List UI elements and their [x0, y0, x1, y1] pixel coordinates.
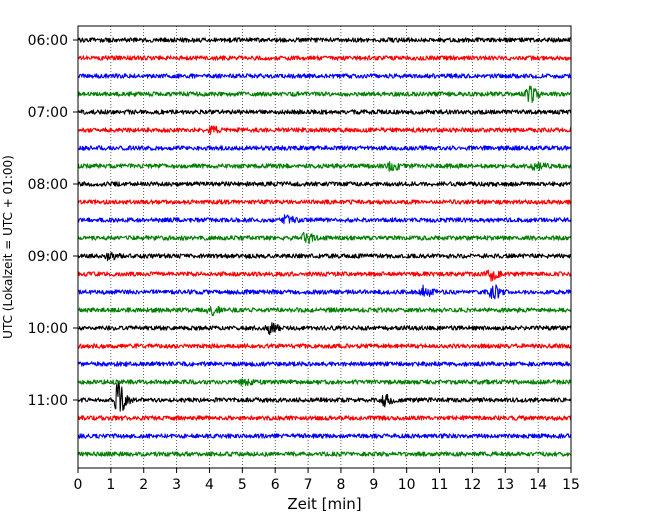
- trace-line: [77, 378, 572, 387]
- x-tick-label: 3: [172, 477, 181, 493]
- x-tick-label: 14: [529, 477, 547, 493]
- trace-line: [77, 343, 572, 349]
- trace-line: [77, 109, 572, 115]
- plot-frame: [77, 25, 572, 469]
- y-axis-ticks: 06:00 07:00 08:00 09:00 10:00 11:00: [28, 33, 78, 409]
- y-tick-label: 08:00: [28, 177, 68, 193]
- trace-line: [77, 361, 572, 367]
- trace-line: [77, 284, 572, 300]
- trace-line: [77, 73, 572, 79]
- trace-line: [77, 415, 572, 421]
- trace-line: [77, 199, 572, 205]
- trace-line: [77, 269, 572, 282]
- trace-line: [77, 231, 572, 245]
- trace-line: [77, 451, 572, 457]
- x-tick-label: 5: [238, 477, 247, 493]
- y-tick-label: 09:00: [28, 249, 68, 265]
- trace-line: [77, 85, 572, 104]
- x-tick-label: 6: [271, 477, 280, 493]
- x-tick-label: 2: [139, 477, 148, 493]
- trace-line: [77, 322, 572, 336]
- x-tick-label: 0: [74, 477, 83, 493]
- x-tick-label: 15: [562, 477, 580, 493]
- x-tick-label: 7: [304, 477, 313, 493]
- x-tick-label: 9: [369, 477, 378, 493]
- trace-line: [77, 382, 572, 412]
- trace-line: [77, 433, 572, 439]
- y-axis-label: UTC (Lokalzeit = UTC + 01:00): [1, 155, 15, 339]
- trace-line: [77, 55, 572, 61]
- trace-line: [77, 145, 572, 151]
- x-tick-label: 4: [205, 477, 214, 493]
- y-tick-label: 07:00: [28, 105, 68, 121]
- trace-line: [77, 181, 572, 187]
- x-axis-label: Zeit [min]: [287, 495, 361, 513]
- trace-line: [77, 305, 572, 317]
- trace-line: [77, 252, 572, 262]
- trace-line: [77, 161, 572, 172]
- y-tick-label: 06:00: [28, 33, 68, 49]
- x-axis-ticks: 0 1 2 3 4 5 6 7 8 9 10 11 12 13 14 15: [74, 468, 580, 493]
- trace-line: [77, 125, 572, 135]
- x-tick-label: 1: [106, 477, 115, 493]
- y-tick-label: 11:00: [28, 393, 68, 409]
- x-tick-label: 13: [496, 477, 514, 493]
- trace-line: [77, 214, 572, 225]
- x-tick-label: 12: [463, 477, 481, 493]
- x-tick-label: 10: [398, 477, 416, 493]
- traces: [77, 37, 572, 457]
- x-tick-label: 11: [431, 477, 449, 493]
- x-tick-label: 8: [336, 477, 345, 493]
- trace-line: [77, 37, 572, 43]
- y-tick-label: 10:00: [28, 321, 68, 337]
